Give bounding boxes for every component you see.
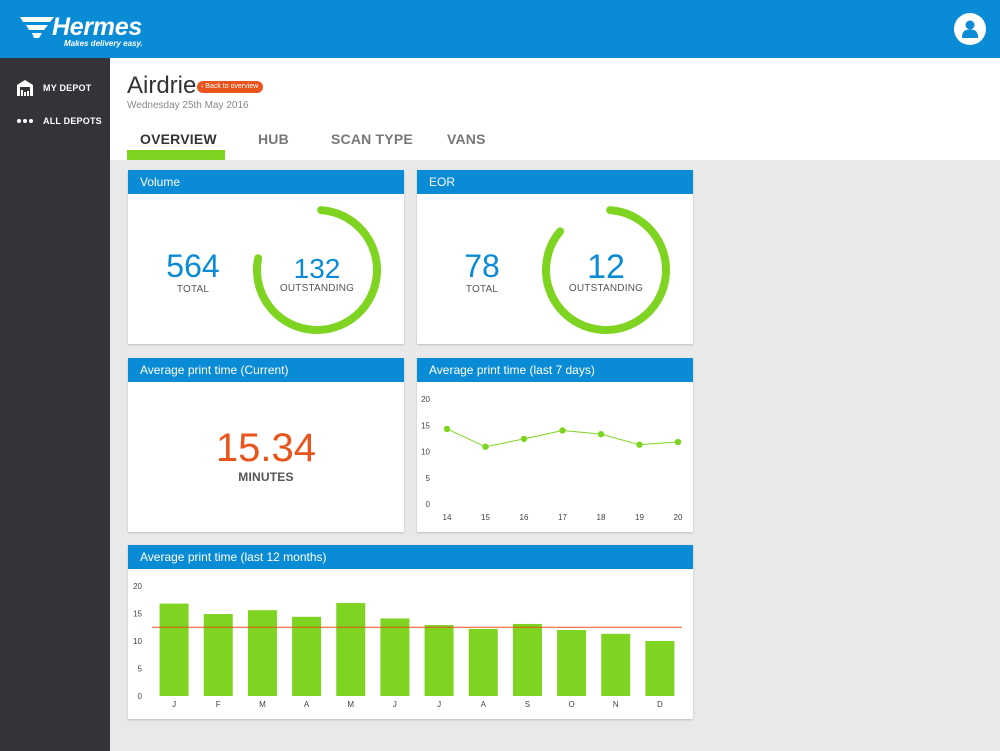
data-point [482, 443, 489, 450]
bar [424, 625, 454, 696]
page-title: Airdrie [127, 72, 197, 99]
top-bar: Hermes Makes delivery easy. [0, 0, 1000, 58]
x-tick-label: J [393, 700, 397, 709]
hermes-logo[interactable]: Hermes Makes delivery easy. [20, 13, 150, 51]
x-tick-label: F [216, 700, 221, 709]
bar [645, 641, 675, 696]
sidebar-item-my-depot[interactable]: MY DEPOT [0, 74, 110, 102]
chevron-left-icon: ‹ [201, 83, 206, 90]
y-tick-label: 5 [138, 665, 143, 674]
y-tick-label: 10 [133, 637, 142, 646]
y-tick-label: 20 [133, 582, 142, 591]
x-tick-label: J [172, 700, 176, 709]
user-profile-button[interactable] [954, 13, 986, 45]
x-tick-label: O [568, 700, 574, 709]
page-date: Wednesday 25th May 2016 [127, 100, 249, 111]
print-time-current-card: Average print time (Current) 15.34 MINUT… [128, 358, 404, 532]
x-tick-label: 16 [520, 513, 529, 522]
y-tick-label: 15 [133, 610, 142, 619]
y-tick-label: 10 [421, 448, 430, 457]
eor-total-label: TOTAL [465, 284, 499, 295]
bar [557, 630, 587, 696]
x-tick-label: 15 [481, 513, 490, 522]
x-tick-label: A [481, 700, 487, 709]
eor-outstanding-label: OUTSTANDING [568, 283, 644, 294]
data-point [597, 430, 605, 438]
x-tick-label: M [347, 700, 354, 709]
volume-card: Volume 564 TOTAL 132 OUTSTANDING [128, 170, 404, 344]
sidebar: MY DEPOT ALL DEPOTS [0, 58, 110, 751]
depot-icon [17, 80, 33, 96]
bar [292, 616, 322, 696]
eor-outstanding-value: 12 [587, 248, 625, 286]
bar [512, 623, 542, 696]
x-tick-label: 14 [443, 513, 452, 522]
card-title: Volume [128, 170, 404, 194]
bar [336, 603, 366, 696]
logo-tagline: Makes delivery easy. [64, 39, 143, 48]
volume-total-value: 564 [166, 248, 220, 284]
eor-ring-arc [542, 206, 670, 334]
eor-card: EOR 78 TOTAL 12 OUTSTANDING [417, 170, 693, 344]
volume-progress-ring [253, 206, 381, 334]
bar [601, 633, 631, 696]
sidebar-item-label: MY DEPOT [43, 83, 92, 93]
user-icon [962, 20, 978, 38]
print-time-unit: MINUTES [238, 470, 294, 484]
volume-outstanding-label: OUTSTANDING [279, 283, 355, 294]
y-tick-label: 15 [421, 421, 430, 430]
print-time-7-days-card: Average print time (last 7 days) 0 5 10 15 2… [417, 358, 693, 532]
y-tick-label: 0 [426, 500, 431, 509]
y-tick-label: 5 [426, 474, 431, 483]
volume-total-label: TOTAL [176, 284, 210, 295]
card-title: Average print time (Current) [128, 358, 404, 382]
x-tick-label: 18 [597, 513, 606, 522]
card-title: Average print time (last 12 months) [128, 545, 693, 569]
x-tick-label: 17 [558, 513, 567, 522]
sidebar-item-all-depots[interactable]: ALL DEPOTS [0, 107, 110, 135]
print-time-value: 15.34 [215, 426, 317, 470]
data-point [443, 425, 451, 433]
sidebar-item-label: ALL DEPOTS [43, 116, 102, 126]
bar [203, 614, 233, 696]
x-tick-label: N [613, 700, 619, 709]
tab-hub[interactable]: HUB [258, 131, 289, 147]
dots-icon [17, 119, 33, 123]
x-tick-label: 20 [674, 513, 683, 522]
page-header: Airdrie ‹ Back to overview Wednesday 25t… [110, 58, 1000, 160]
logo-wings-icon [20, 17, 54, 38]
logo-wordmark: Hermes [52, 13, 142, 41]
back-to-overview-button[interactable]: ‹ Back to overview [197, 81, 264, 93]
tab-vans[interactable]: VANS [447, 131, 486, 147]
active-tab-indicator [127, 150, 225, 160]
tab-scan-type[interactable]: SCAN TYPE [331, 131, 413, 147]
x-tick-label: D [657, 700, 663, 709]
eor-total-value: 78 [464, 248, 500, 284]
y-tick-label: 20 [421, 395, 430, 404]
volume-ring-arc [253, 206, 381, 334]
y-tick-label: 0 [138, 692, 143, 701]
volume-outstanding-value: 132 [293, 253, 341, 284]
data-point [636, 441, 643, 448]
data-point [559, 427, 566, 434]
bar-chart: 0 5 10 15 20 J F M A M J J A S O N D [133, 582, 682, 709]
card-title: Average print time (last 7 days) [417, 358, 693, 382]
bar [247, 610, 277, 696]
x-tick-label: J [437, 700, 441, 709]
tab-overview[interactable]: OVERVIEW [140, 131, 217, 147]
data-point [674, 438, 682, 446]
x-tick-label: S [525, 700, 530, 709]
bar [380, 618, 410, 696]
bar [468, 628, 498, 696]
line-chart: 0 5 10 15 20 14 15 16 17 18 19 20 [421, 395, 683, 522]
eor-progress-ring [542, 206, 670, 334]
print-time-12-months-card: Average print time (last 12 months) 0 5 10… [128, 545, 693, 719]
x-tick-label: M [259, 700, 266, 709]
back-button-label: Back to overview [205, 83, 259, 90]
x-tick-label: A [304, 700, 310, 709]
data-point [520, 435, 528, 443]
card-title: EOR [417, 170, 693, 194]
x-tick-label: 19 [635, 513, 644, 522]
bar [159, 603, 189, 696]
